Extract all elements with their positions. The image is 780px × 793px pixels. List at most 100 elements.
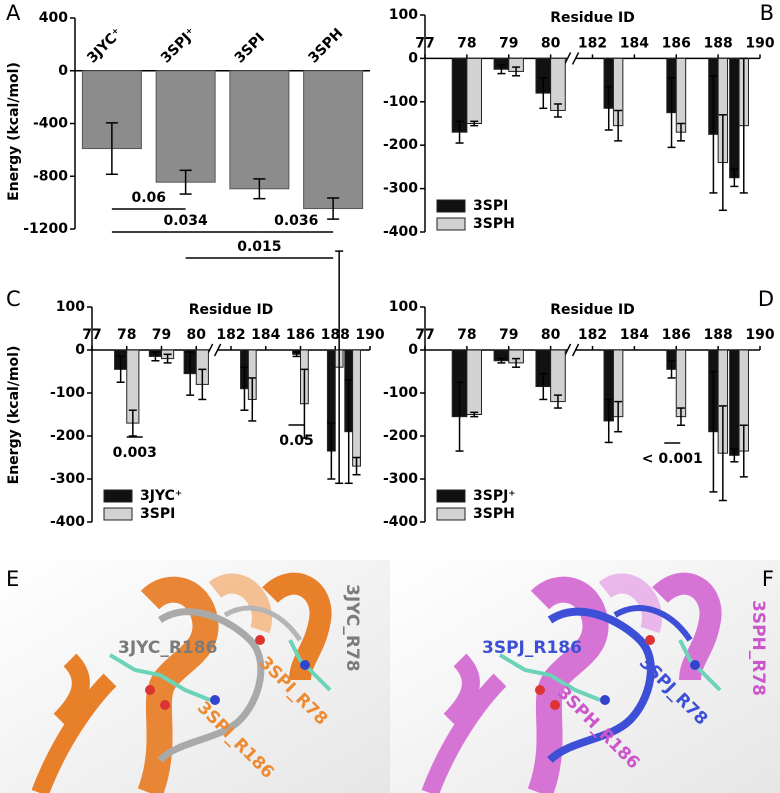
y-tick-label: 0	[408, 50, 418, 66]
bar	[729, 349, 740, 456]
x-tick-label: 80	[541, 35, 561, 51]
x-tick-label: 77	[415, 327, 434, 343]
x-tick-label: 78	[117, 327, 136, 343]
significance-label: < 0.001	[642, 451, 703, 467]
bar	[550, 349, 566, 403]
significance-label: 0.034	[163, 213, 208, 229]
atom	[690, 660, 700, 670]
bar	[550, 57, 566, 111]
y-tick-label: 0	[75, 342, 85, 358]
residue-label: 3SPH_R78	[748, 600, 768, 696]
y-tick-label: -100	[50, 385, 85, 401]
x-tick-label: 78	[457, 35, 476, 51]
bar	[729, 57, 740, 179]
axis-break	[571, 52, 580, 65]
axis-break	[571, 343, 580, 357]
atom	[210, 695, 220, 705]
x-tick-label: 188	[321, 327, 350, 343]
bar	[675, 349, 687, 418]
category-label: 3SPH	[305, 26, 346, 67]
y-tick-label: -100	[383, 385, 418, 401]
x-axis-label: Residue ID	[550, 10, 635, 26]
y-tick-label: -400	[33, 116, 68, 132]
x-tick-label: 77	[415, 35, 434, 51]
atom	[145, 685, 155, 695]
y-tick-label: 100	[56, 299, 85, 315]
x-tick-label: 79	[499, 327, 518, 343]
atom	[550, 700, 560, 710]
legend-swatch	[436, 199, 466, 213]
y-tick-label: -400	[383, 514, 418, 530]
y-tick-label: 0	[58, 63, 68, 79]
y-tick-label: -400	[50, 514, 85, 530]
helix	[527, 576, 609, 793]
x-tick-label: 188	[704, 35, 733, 51]
axis-break	[213, 343, 222, 357]
panel-label: E	[6, 567, 19, 591]
category-label: 3SPJ⁺	[158, 25, 199, 66]
structure-image-e	[0, 560, 390, 793]
y-tick-label: -200	[383, 137, 418, 153]
bar	[229, 70, 290, 190]
x-tick-label: 188	[704, 327, 733, 343]
x-tick-label: 182	[578, 35, 607, 51]
panel-label: A	[6, 1, 21, 25]
x-tick-label: 80	[541, 327, 561, 343]
x-tick-label: 184	[620, 327, 649, 343]
helix	[31, 653, 117, 793]
helix	[208, 573, 272, 634]
panel-label: C	[6, 287, 21, 311]
x-tick-label: 184	[251, 327, 280, 343]
legend-label: 3SPI	[140, 506, 175, 522]
y-tick-label: -800	[33, 168, 68, 184]
y-tick-label: 400	[39, 10, 68, 26]
y-axis-label: Energy (kcal/mol)	[6, 346, 22, 485]
x-tick-label: 186	[286, 327, 315, 343]
x-tick-label: 182	[216, 327, 245, 343]
legend-label: 3SPJ⁺	[473, 488, 516, 504]
category-label: 3JYC⁺	[84, 25, 125, 66]
y-axis-label: Energy (kcal/mol)	[6, 62, 22, 201]
loop	[613, 605, 693, 642]
x-tick-label: 182	[578, 327, 607, 343]
atom	[255, 635, 265, 645]
loop	[157, 608, 265, 763]
significance-label: 0.003	[113, 445, 157, 461]
legend-swatch	[436, 217, 466, 231]
legend-swatch	[103, 489, 133, 503]
significance-label: 0.05	[279, 433, 314, 449]
x-tick-label: 186	[662, 327, 691, 343]
x-tick-label: 186	[662, 35, 691, 51]
x-tick-label: 190	[745, 35, 774, 51]
panel-label: D	[758, 287, 774, 311]
y-tick-label: -300	[50, 471, 85, 487]
x-tick-label: 190	[355, 327, 384, 343]
legend-label: 3JYC⁺	[140, 488, 182, 504]
y-tick-label: -100	[383, 94, 418, 110]
x-axis-label: Residue ID	[550, 302, 635, 318]
helix	[421, 653, 507, 793]
significance-label: 0.06	[131, 190, 166, 206]
x-axis-label: Residue ID	[189, 302, 274, 318]
residue-label: 3JYC_R186	[118, 638, 217, 658]
legend-label: 3SPH	[473, 506, 515, 522]
y-tick-label: 0	[408, 342, 418, 358]
bar	[303, 70, 364, 210]
x-tick-label: 78	[457, 327, 476, 343]
y-tick-label: -1200	[23, 221, 68, 237]
x-tick-label: 77	[82, 327, 101, 343]
bar	[155, 70, 216, 183]
y-tick-label: -300	[383, 471, 418, 487]
x-tick-label: 79	[499, 35, 518, 51]
x-tick-label: 184	[620, 35, 649, 51]
loop	[547, 607, 655, 764]
atom	[645, 635, 655, 645]
structure-image-f	[390, 560, 780, 793]
y-tick-label: 100	[389, 299, 418, 315]
y-tick-label: -400	[383, 224, 418, 240]
atom	[300, 660, 310, 670]
helix	[598, 573, 662, 634]
bar	[466, 57, 483, 124]
